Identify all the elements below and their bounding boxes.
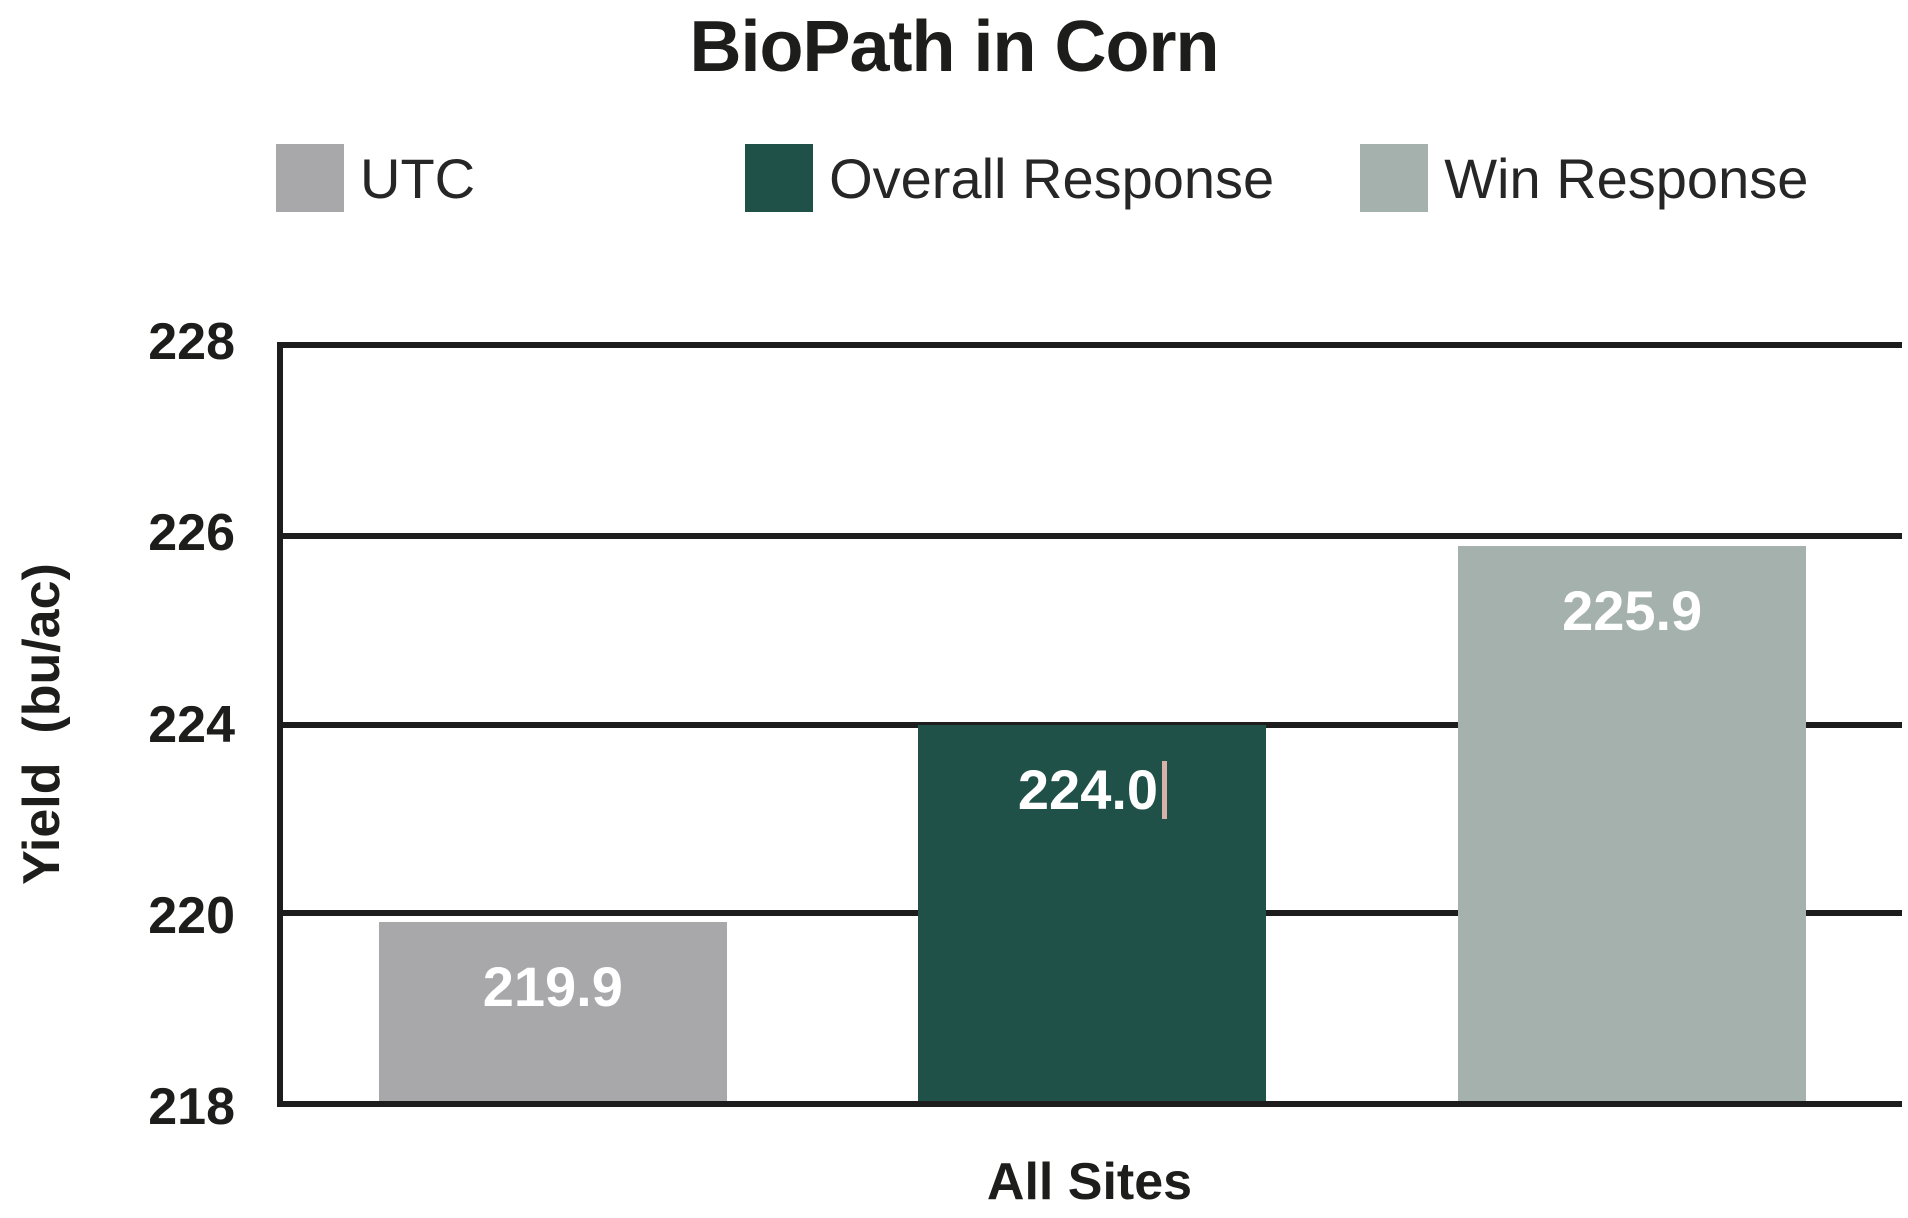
text-cursor — [1162, 760, 1168, 819]
bar-overall-response: 224.0 — [918, 724, 1267, 1101]
legend-swatch-utc — [276, 144, 344, 212]
legend-item-utc: UTC — [276, 144, 475, 212]
x-axis-category-label: All Sites — [986, 1153, 1193, 1211]
legend-item-win-response: Win Response — [1360, 144, 1808, 212]
y-tick-218: 218 — [148, 1078, 235, 1136]
legend-item-overall-response: Overall Response — [745, 144, 1274, 212]
y-tick-228: 228 — [148, 313, 235, 371]
y-tick-224: 224 — [148, 695, 235, 754]
chart-title: BioPath in Corn — [689, 7, 1220, 87]
legend-label-overall-response: Overall Response — [829, 146, 1275, 210]
gridline-226 — [283, 533, 1902, 540]
bar-value-label-overall-response[interactable]: 224.0 — [918, 757, 1266, 822]
y-tick-226: 226 — [148, 504, 235, 563]
plot-area: 219.9 224.0 225.9 — [277, 342, 1902, 1107]
legend-swatch-win-response — [1360, 144, 1429, 212]
legend-label-win-response: Win Response — [1444, 146, 1809, 210]
bar-value-label-utc[interactable]: 219.9 — [482, 955, 623, 1019]
y-tick-220: 220 — [148, 886, 235, 945]
legend-label-utc: UTC — [360, 146, 476, 210]
y-axis-tick-labels: 228 226 224 220 218 — [60, 313, 235, 1136]
bar-win-response: 225.9 — [1458, 545, 1807, 1101]
legend: UTC Overall Response Win Response — [276, 144, 1868, 212]
bar-value-label-win-response[interactable]: 225.9 — [1562, 578, 1703, 642]
legend-swatch-overall-response — [745, 144, 814, 212]
bar-utc: 219.9 — [378, 922, 727, 1101]
